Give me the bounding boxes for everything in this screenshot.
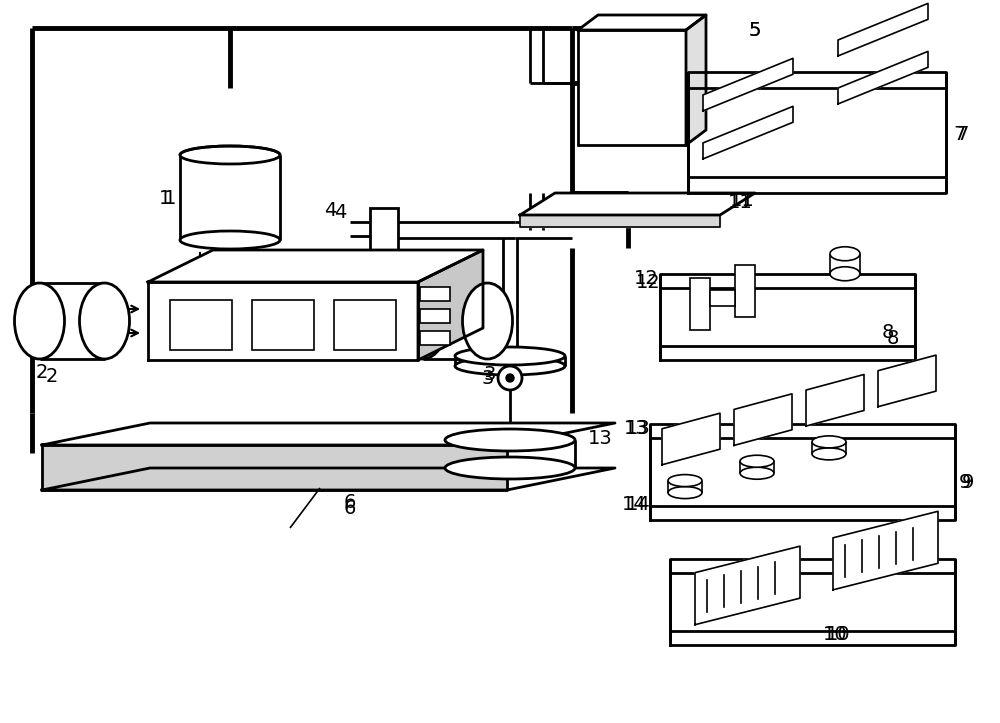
Text: 13: 13 [588, 429, 612, 448]
Polygon shape [660, 274, 915, 346]
Polygon shape [148, 250, 483, 282]
Polygon shape [878, 355, 936, 407]
Text: 5: 5 [749, 20, 761, 40]
Polygon shape [662, 413, 720, 465]
Ellipse shape [740, 467, 774, 479]
Bar [710, 290, 735, 306]
Text: 6: 6 [344, 494, 356, 513]
Text: 4: 4 [324, 202, 336, 221]
Text: 7: 7 [954, 126, 966, 145]
Text: 8: 8 [882, 323, 894, 343]
Text: 2: 2 [36, 364, 48, 382]
Polygon shape [42, 423, 615, 445]
Ellipse shape [668, 474, 702, 487]
Text: 10: 10 [823, 625, 847, 644]
Ellipse shape [668, 487, 702, 499]
Bar [334, 300, 396, 350]
Polygon shape [418, 250, 483, 360]
Ellipse shape [830, 267, 860, 281]
Ellipse shape [830, 247, 860, 261]
Polygon shape [806, 375, 864, 426]
Text: 1: 1 [164, 189, 176, 208]
Text: 14: 14 [626, 495, 650, 515]
Ellipse shape [812, 436, 846, 448]
Polygon shape [838, 51, 928, 104]
Polygon shape [695, 546, 800, 625]
Text: 11: 11 [730, 192, 754, 210]
Text: 12: 12 [634, 268, 658, 288]
Polygon shape [520, 215, 720, 227]
Bar [170, 300, 232, 350]
Bar [420, 287, 450, 301]
Bar [252, 300, 314, 350]
Ellipse shape [80, 283, 130, 359]
Ellipse shape [740, 455, 774, 467]
Polygon shape [670, 559, 955, 631]
Text: 2: 2 [46, 367, 58, 385]
Ellipse shape [180, 146, 280, 164]
Polygon shape [703, 59, 793, 111]
Text: 8: 8 [887, 328, 899, 348]
Polygon shape [148, 282, 418, 360]
Ellipse shape [445, 457, 575, 479]
Text: 12: 12 [636, 273, 660, 293]
Polygon shape [42, 445, 507, 490]
Bar [578, 30, 686, 145]
Text: 10: 10 [826, 625, 850, 644]
Bar [690, 278, 710, 330]
Polygon shape [520, 193, 755, 215]
Polygon shape [688, 72, 946, 177]
Text: 14: 14 [622, 495, 646, 515]
Ellipse shape [812, 448, 846, 460]
Ellipse shape [14, 283, 64, 359]
Bar [735, 265, 755, 317]
Bar [420, 309, 450, 323]
Text: 3: 3 [484, 366, 496, 385]
Ellipse shape [455, 347, 565, 365]
Ellipse shape [180, 231, 280, 249]
Text: 9: 9 [962, 474, 974, 492]
Bar [370, 208, 398, 250]
Circle shape [498, 366, 522, 390]
Text: 3: 3 [482, 369, 494, 388]
Text: 5: 5 [749, 20, 761, 40]
Text: 9: 9 [959, 474, 971, 492]
Text: 11: 11 [728, 194, 752, 213]
Polygon shape [686, 15, 706, 145]
Polygon shape [650, 424, 955, 506]
Ellipse shape [445, 429, 575, 451]
Polygon shape [703, 106, 793, 159]
Circle shape [506, 374, 514, 382]
Polygon shape [838, 4, 928, 56]
Ellipse shape [398, 283, 448, 359]
Text: 4: 4 [334, 203, 346, 223]
Text: 13: 13 [624, 419, 648, 437]
Bar [420, 331, 450, 345]
Text: 13: 13 [626, 419, 650, 437]
Ellipse shape [462, 283, 512, 359]
Ellipse shape [455, 357, 565, 375]
Text: 7: 7 [957, 126, 969, 145]
Polygon shape [578, 15, 706, 30]
Text: 6: 6 [344, 498, 356, 518]
Polygon shape [734, 394, 792, 445]
Polygon shape [833, 511, 938, 590]
Text: 1: 1 [159, 189, 171, 208]
